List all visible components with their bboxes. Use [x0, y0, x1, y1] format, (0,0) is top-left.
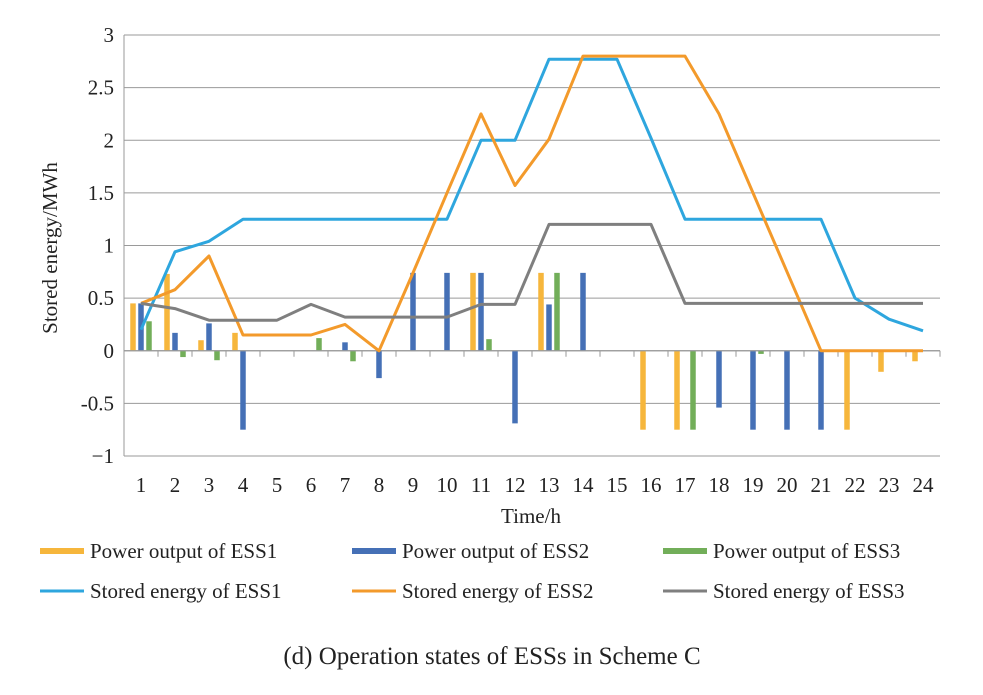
legend-label: Stored energy of ESS2 [402, 579, 594, 603]
bar-ess3 [758, 350, 764, 354]
bar-ess2 [750, 350, 756, 430]
bar-ess1 [232, 332, 238, 351]
legend-label: Power output of ESS2 [402, 539, 589, 563]
bar-ess1 [878, 350, 884, 372]
bar-ess2 [376, 350, 382, 379]
x-tick-label: 5 [272, 473, 283, 497]
bar-ess2 [478, 272, 484, 351]
bar-ess1 [844, 350, 850, 430]
x-tick-label: 18 [709, 473, 730, 497]
legend: Power output of ESS1 Power output of ESS2… [40, 539, 905, 603]
bar-ess3 [486, 339, 492, 351]
bar-ess2 [444, 272, 450, 351]
x-tick-labels: 1 2 3 4 5 6 7 8 9 10 11 12 13 14 15 16 17 18 19 20 21 22 23 24 [136, 473, 934, 497]
x-tick-label: 21 [811, 473, 832, 497]
x-tick-label: 1 [136, 473, 147, 497]
figure-caption: (d) Operation states of ESSs in Scheme C [283, 643, 700, 670]
x-tick-label: 6 [306, 473, 317, 497]
y-axis-title: Stored energy/MWh [38, 162, 62, 334]
bar-ess1 [198, 340, 204, 351]
x-tick-label: 8 [374, 473, 385, 497]
bar-ess3 [350, 350, 356, 362]
y-tick-label: 3 [104, 23, 115, 47]
x-tick-label: 20 [777, 473, 798, 497]
bar-ess2 [716, 350, 722, 408]
line-stored-energy-ess2 [140, 54, 923, 353]
y-tick-label: −1 [92, 444, 114, 468]
y-tick-label: 2 [104, 128, 115, 152]
legend-label: Stored energy of ESS1 [90, 579, 282, 603]
bar-ess2 [512, 350, 518, 424]
x-tick-label: 11 [471, 473, 491, 497]
x-tick-label: 13 [539, 473, 560, 497]
bar-ess3 [214, 350, 220, 361]
y-tick-label: 1 [104, 234, 115, 258]
x-tick-label: 24 [913, 473, 935, 497]
bar-ess2 [580, 272, 586, 351]
bar-ess1 [130, 303, 136, 351]
x-tick-label: 23 [879, 473, 900, 497]
bar-ess1 [470, 272, 476, 351]
bar-ess2 [410, 272, 416, 351]
zero-axis [123, 350, 941, 357]
bar-ess1 [912, 350, 918, 362]
lines [139, 54, 924, 353]
bar-ess1 [674, 350, 680, 430]
bar-ess2 [342, 342, 348, 351]
legend-label: Power output of ESS3 [713, 539, 900, 563]
legend-label: Power output of ESS1 [90, 539, 277, 563]
x-tick-label: 17 [675, 473, 696, 497]
bar-ess2 [546, 304, 552, 351]
y-tick-label: 0.5 [88, 286, 114, 310]
line-stored-energy-ess3 [140, 222, 923, 322]
x-tick-label: 10 [437, 473, 458, 497]
y-tick-label: 1.5 [88, 181, 114, 205]
x-tick-label: 19 [743, 473, 764, 497]
bar-ess2 [206, 323, 212, 351]
bar-ess2 [172, 332, 178, 351]
bar-ess2 [818, 350, 824, 430]
x-tick-label: 16 [641, 473, 662, 497]
bar-ess3 [180, 350, 186, 358]
x-tick-label: 12 [505, 473, 526, 497]
line-stored-energy-ess1 [139, 57, 924, 333]
x-tick-label: 2 [170, 473, 181, 497]
bar-ess3 [690, 350, 696, 430]
bar-ess1 [538, 272, 544, 351]
x-tick-label: 4 [238, 473, 249, 497]
x-tick-label: 22 [845, 473, 866, 497]
y-tick-label: -0.5 [81, 391, 114, 415]
bar-ess3 [554, 272, 560, 351]
y-tick-label: 0 [104, 339, 115, 363]
x-tick-label: 14 [573, 473, 595, 497]
x-tick-label: 7 [340, 473, 351, 497]
bar-ess1 [164, 273, 170, 351]
bar-ess2 [240, 350, 246, 430]
legend-label: Stored energy of ESS3 [713, 579, 905, 603]
x-axis-title: Time/h [501, 504, 561, 528]
y-tick-labels: −1 -0.5 0 0.5 1 1.5 2 2.5 3 [81, 23, 114, 468]
x-tick-label: 3 [204, 473, 215, 497]
bar-ess2 [784, 350, 790, 430]
bar-ess1 [640, 350, 646, 430]
bar-ess3 [146, 321, 152, 351]
x-tick-label: 9 [408, 473, 419, 497]
y-tick-label: 2.5 [88, 76, 114, 100]
x-tick-label: 15 [607, 473, 628, 497]
bar-ess3 [316, 338, 322, 351]
